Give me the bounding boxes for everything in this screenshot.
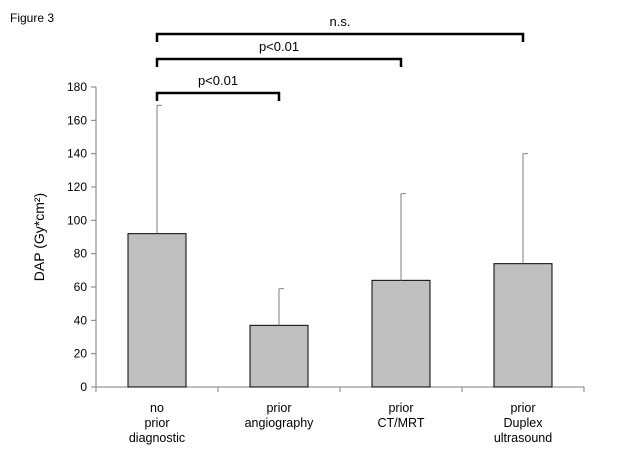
axes: 0 20 40 60 80 100 120 140 160 180	[67, 80, 585, 394]
significance-label: p<0.01	[259, 39, 299, 54]
bar	[371, 279, 431, 388]
bar	[249, 324, 309, 388]
y-tick-label: 80	[74, 247, 88, 261]
category-labels: no prior diagnostic prior angiography prior CT…	[129, 401, 552, 445]
bars	[127, 233, 553, 388]
significance-label: n.s.	[330, 14, 351, 29]
y-tick-label: 20	[74, 347, 88, 361]
y-tick-label: 0	[80, 380, 87, 394]
figure-label: Figure 3	[10, 11, 54, 25]
x-tick-label: prior CT/MRT	[378, 401, 425, 430]
bar	[493, 263, 553, 388]
y-axis-label: DAP (Gy*cm²)	[31, 193, 47, 281]
y-tick-label: 180	[67, 80, 87, 94]
y-tick-label: 120	[67, 180, 87, 194]
y-tick-label: 40	[74, 313, 88, 327]
y-tick-label: 140	[67, 147, 87, 161]
x-tick-label: no prior diagnostic	[129, 401, 185, 445]
bar	[127, 233, 187, 388]
y-tick-label: 160	[67, 113, 87, 127]
significance-bracket	[155, 91, 281, 101]
significance-bracket	[155, 32, 525, 42]
x-tick-label: prior Duplex ultrasound	[494, 401, 552, 445]
y-tick-label: 100	[67, 213, 87, 227]
significance-label: p<0.01	[198, 73, 238, 88]
significance-bracket	[155, 57, 403, 67]
y-tick-label: 60	[74, 280, 88, 294]
x-tick-label: prior angiography	[245, 401, 315, 430]
error-bars	[156, 104, 528, 326]
significance-brackets: p<0.01 p<0.01 n.s.	[155, 14, 525, 101]
